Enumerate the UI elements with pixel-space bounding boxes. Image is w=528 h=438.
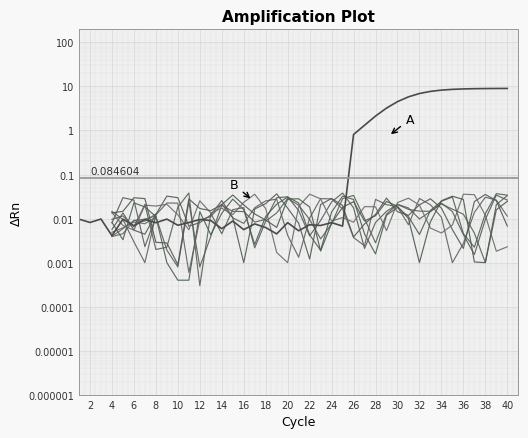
Text: B: B xyxy=(230,178,249,198)
Text: 0.084604: 0.084604 xyxy=(90,166,139,176)
Y-axis label: ΔRn: ΔRn xyxy=(10,200,23,225)
Text: A: A xyxy=(392,113,414,134)
X-axis label: Cycle: Cycle xyxy=(281,415,316,428)
Title: Amplification Plot: Amplification Plot xyxy=(222,10,375,25)
